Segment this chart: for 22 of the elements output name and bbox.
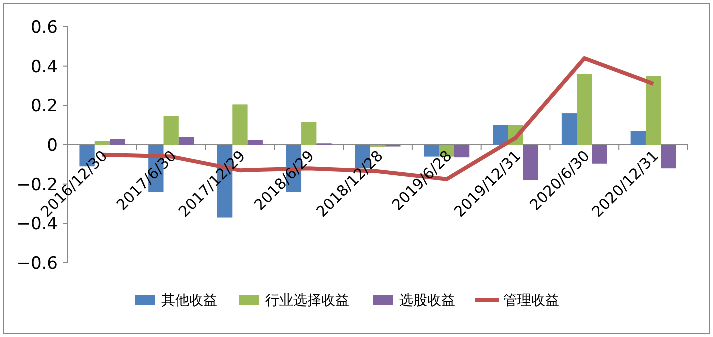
bar (302, 122, 317, 145)
legend-label: 管理收益 (504, 293, 560, 309)
y-tick-label: 0 (47, 136, 58, 156)
bar (646, 76, 662, 145)
bar (232, 104, 248, 145)
y-tick-label: 0.6 (30, 18, 58, 38)
bar (562, 114, 578, 145)
bar (164, 116, 179, 145)
legend-label: 选股收益 (400, 293, 456, 309)
bar (248, 140, 263, 145)
bar (178, 137, 194, 145)
y-tick-label: 0.4 (30, 57, 58, 78)
bar (94, 141, 110, 145)
bar (110, 139, 126, 145)
y-tick-label: −0.6 (16, 254, 58, 274)
y-tick-label: 0.2 (30, 96, 58, 117)
legend-label: 行业选择收益 (266, 293, 350, 309)
bar (661, 145, 676, 169)
bar (630, 131, 646, 145)
bar (577, 74, 592, 145)
legend-label: 其他收益 (162, 293, 218, 309)
bar (493, 125, 508, 145)
